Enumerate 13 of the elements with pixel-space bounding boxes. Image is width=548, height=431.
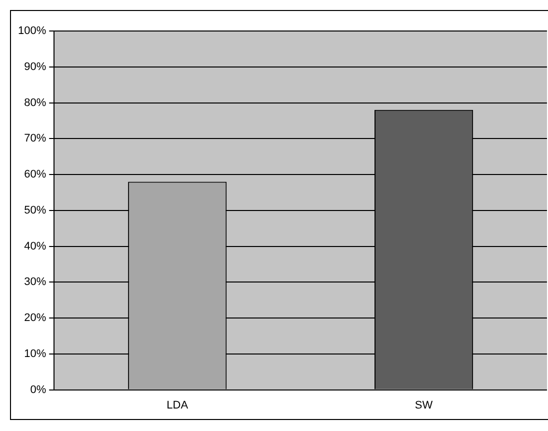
- y-tick-label: 60%: [24, 168, 46, 181]
- y-tick-label: 50%: [24, 204, 46, 216]
- y-tick-label: 100%: [18, 25, 46, 38]
- y-tick-label: 70%: [24, 132, 46, 145]
- y-tick-label: 10%: [24, 348, 46, 360]
- y-tick-label: 20%: [24, 312, 46, 324]
- y-tick-label: 40%: [24, 240, 46, 252]
- y-tick-label: 90%: [24, 60, 46, 73]
- y-tick-label: 30%: [24, 276, 46, 288]
- y-tick-label: 80%: [24, 96, 46, 109]
- x-tick-label: SW: [414, 399, 434, 412]
- y-tick-label: 0%: [30, 384, 46, 396]
- x-tick-label: LDA: [166, 399, 189, 412]
